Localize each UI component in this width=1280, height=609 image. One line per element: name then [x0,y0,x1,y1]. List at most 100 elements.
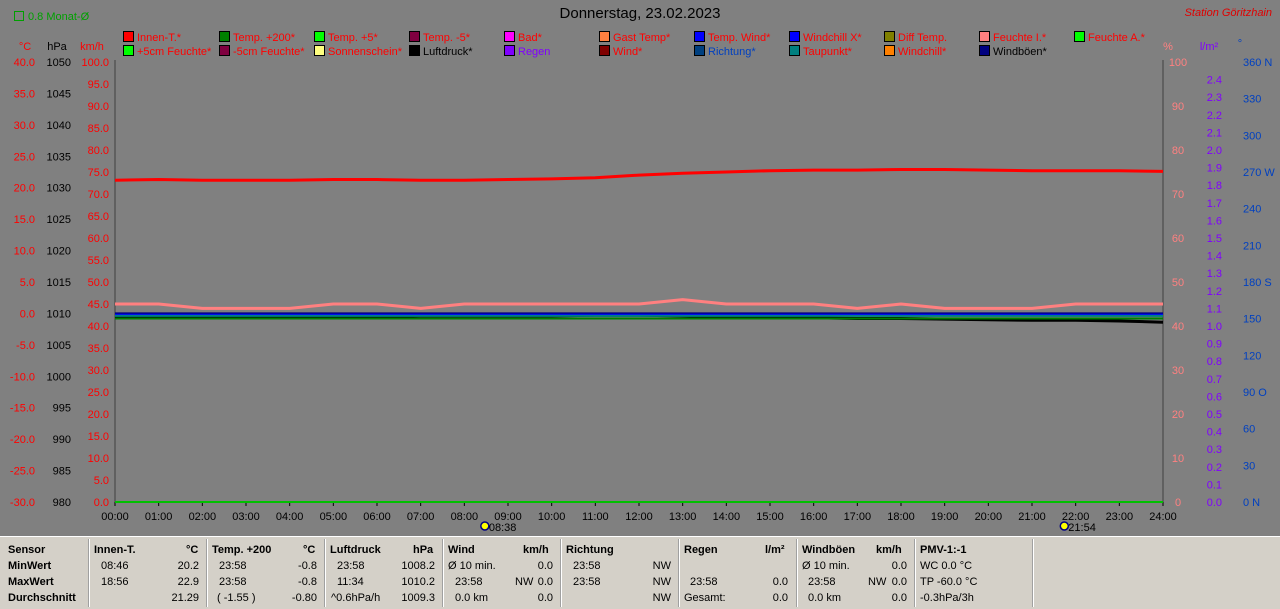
tick-label-rain: 1.2 [1207,286,1222,298]
legend-item[interactable]: Diff Temp. [884,31,947,44]
tick-label-temp: -20.0 [10,434,35,446]
tick-label-x: 11:00 [582,511,609,523]
windboeen-row1-label: Ø 10 min. [802,560,850,572]
tick-label-pressure: 990 [53,434,71,446]
col-windboeen-unit: km/h [876,544,902,556]
legend-item[interactable]: Innen-T.* [123,31,181,44]
legend-item[interactable]: Windchill* [884,45,946,58]
legend-label: Gast Temp* [613,32,671,44]
tick-label-rain: 1.9 [1207,163,1222,175]
tick-label-pressure: 1050 [47,57,71,69]
temp200-max-time: 23:58 [219,576,247,588]
tick-label-wind: 30.0 [88,365,109,377]
col-innen-title: Innen-T. [94,544,136,556]
row-label-avg: Durchschnitt [8,592,76,604]
tick-label-x: 22:00 [1062,511,1090,523]
col-richtung-title: Richtung [566,544,614,556]
tick-label-humidity: 50 [1172,277,1184,289]
tick-label-x: 09:00 [494,511,522,523]
legend-item[interactable]: Taupunkt* [789,45,852,58]
tick-label-wind: 5.0 [94,475,109,487]
wind-row1-label: Ø 10 min. [448,560,496,572]
sun-icon [480,521,490,531]
tick-label-pressure: 1010 [47,308,71,320]
series-line [115,298,1163,310]
wind-distance: 0.0 km [455,592,489,604]
tick-label-temp: -15.0 [10,403,35,415]
legend-item[interactable]: Temp. +5* [314,31,378,44]
legend-swatch [884,45,895,56]
wind-avg-val: 0.0 [537,592,553,604]
legend-swatch [314,45,325,56]
row-label-sensor: Sensor [8,544,46,556]
legend-item[interactable]: -5cm Feuchte* [219,45,305,58]
tick-label-rain: 0.5 [1207,409,1222,421]
legend-item[interactable]: Gast Temp* [599,31,670,44]
legend-swatch [979,45,990,56]
legend-swatch [409,45,420,56]
tick-label-x: 18:00 [887,511,915,523]
luftdruck-avg-val: 1009.3 [401,592,435,604]
legend-item[interactable]: Windböen* [979,45,1047,58]
tick-label-wind: 40.0 [88,321,109,333]
legend-item[interactable]: Feuchte A.* [1074,31,1145,44]
legend-item[interactable]: Temp. Wind* [694,31,770,44]
legend-label: Temp. -5* [423,32,471,44]
tick-label-pressure: 1045 [47,88,71,100]
tick-label-humidity: 60 [1172,233,1184,245]
legend-item[interactable]: Luftdruck* [409,45,473,58]
tick-label-rain: 2.2 [1207,110,1222,122]
legend-swatch [504,45,515,56]
tick-label-humidity: 70 [1172,189,1184,201]
legend-item[interactable]: Temp. -5* [409,31,470,44]
pmv-pressure-trend: -0.3hPa/3h [920,592,974,604]
wind-row1-val: 0.0 [537,560,553,572]
legend-item[interactable]: Richtung* [694,45,756,58]
tick-label-rain: 1.1 [1207,303,1222,315]
innen-max-time: 18:56 [101,576,129,588]
tick-label-wind: 85.0 [88,123,109,135]
col-wind-unit: km/h [523,544,549,556]
tick-label-rain: 0.6 [1207,391,1222,403]
richtung-min-dir: NW [652,560,671,572]
legend-item[interactable]: +5cm Feuchte* [123,45,211,58]
legend-swatch [599,45,610,56]
tick-label-x: 05:00 [320,511,348,523]
tick-label-x: 12:00 [625,511,653,523]
legend-item[interactable]: Sonnenschein* [314,45,402,58]
wind-max-time: 23:58 [455,576,483,588]
tick-label-temp: 15.0 [14,214,35,226]
tick-label-temp: -25.0 [10,466,35,478]
windboeen-distance: 0.0 km [808,592,842,604]
regen-max-val: 0.0 [772,576,788,588]
tick-label-rain: 1.6 [1207,215,1222,227]
tick-label-direction: 180 S [1243,277,1272,289]
tick-label-humidity: 30 [1172,365,1184,377]
tick-label-humidity: 20 [1172,409,1184,421]
legend-item[interactable]: Windchill X* [789,31,862,44]
legend-item[interactable]: Wind* [599,45,642,58]
tick-label-wind: 15.0 [88,431,109,443]
row-label-min: MinWert [8,560,52,572]
col-luftdruck-unit: hPa [413,544,434,556]
tick-label-wind: 45.0 [88,299,109,311]
tick-label-rain: 0.8 [1207,356,1222,368]
legend-label: Regen [518,46,551,58]
axis-unit-direction: ° [1238,38,1242,50]
luftdruck-max-time: 11:34 [337,576,364,588]
tick-label-rain: 0.4 [1207,427,1222,439]
legend-label: -5cm Feuchte* [233,46,305,58]
legend-item[interactable]: Regen [504,45,550,58]
legend-label: Windchill* [898,46,947,58]
axis-unit-rain: l/m² [1200,41,1219,53]
summary-table: Sensor MinWert MaxWert Durchschnitt Inne… [0,536,1280,609]
legend-swatch [314,31,325,42]
tick-label-temp: 10.0 [14,246,35,258]
windboeen-avg-val: 0.0 [891,592,907,604]
legend-item[interactable]: Bad* [504,31,542,44]
tick-label-rain: 1.5 [1207,233,1222,245]
legend-swatch [123,31,134,42]
tick-label-humidity: 10 [1172,453,1184,465]
legend-item[interactable]: Temp. +200* [219,31,295,44]
legend-item[interactable]: Feuchte I.* [979,31,1046,44]
